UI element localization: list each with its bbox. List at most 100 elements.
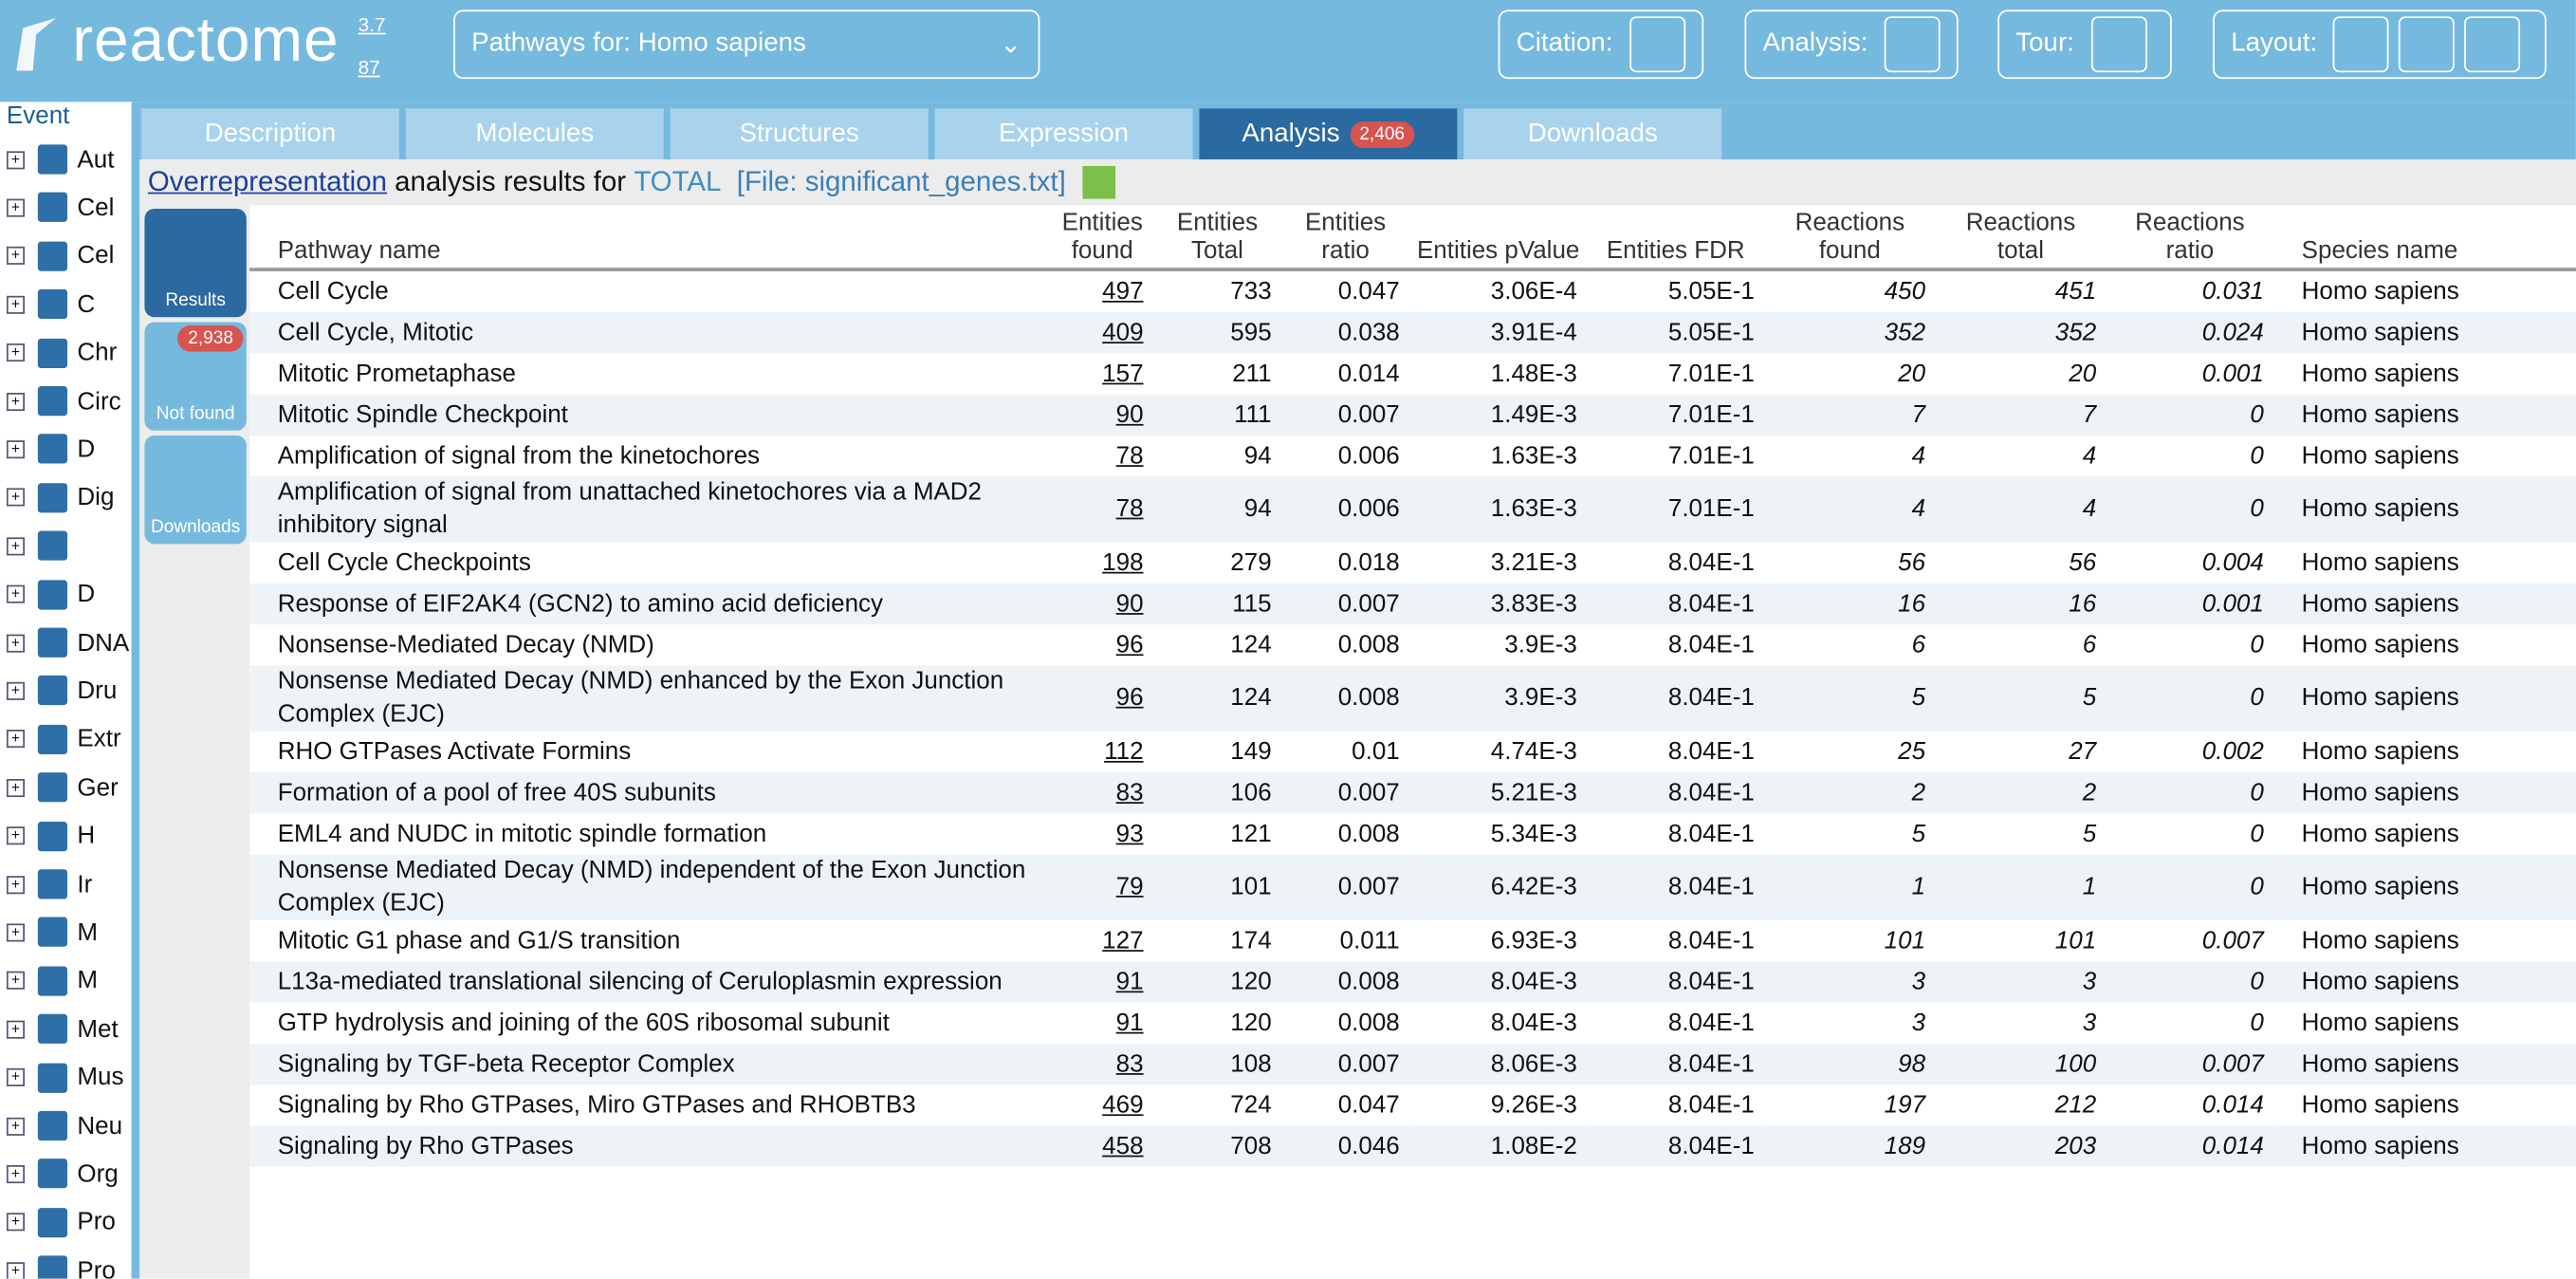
layout-icon[interactable] — [2399, 16, 2456, 73]
tree-item[interactable]: + D — [6, 579, 95, 609]
table-row[interactable]: Cell Cycle Checkpoints 198 279 0.018 3.21E-3… — [249, 543, 2576, 584]
column-header[interactable]: Reactions ratio — [2106, 205, 2274, 271]
expand-toggle[interactable]: + — [6, 343, 25, 362]
tree-item[interactable]: + H — [6, 821, 95, 851]
table-cell[interactable]: 93 — [1115, 819, 1144, 847]
expand-toggle[interactable]: + — [6, 1068, 25, 1087]
analysis-button[interactable]: Analysis: — [1744, 9, 1959, 80]
table-cell[interactable]: 91 — [1115, 1008, 1144, 1037]
expand-toggle[interactable]: + — [6, 1213, 25, 1232]
table-row[interactable]: Response of EIF2AK4 (GCN2) to amino acid… — [249, 583, 2576, 625]
side-button[interactable]: Downloads — [144, 436, 247, 545]
table-cell[interactable]: 78 — [1115, 441, 1144, 470]
table-row[interactable]: EML4 and NUDC in mitotic spindle formati… — [249, 813, 2576, 854]
table-cell[interactable]: 96 — [1115, 630, 1144, 658]
table-row[interactable]: Signaling by TGF-beta Receptor Complex 83… — [249, 1043, 2576, 1085]
citation-button[interactable]: Citation: — [1498, 9, 1704, 80]
table-row[interactable]: Signaling by Rho GTPases, Miro GTPases a… — [249, 1084, 2576, 1125]
expand-toggle[interactable]: + — [6, 826, 25, 845]
tab[interactable]: Description — [140, 108, 399, 160]
tree-item[interactable]: + — [6, 530, 77, 561]
table-cell[interactable]: 83 — [1051, 1043, 1153, 1085]
tree-item[interactable]: + Pro — [6, 1207, 116, 1237]
tab[interactable]: Molecules — [405, 108, 664, 160]
table-cell[interactable]: 90 — [1051, 583, 1153, 625]
tree-item[interactable]: + Ir — [6, 869, 92, 899]
logo[interactable]: reactome — [7, 7, 340, 77]
tree-item[interactable]: + Cel — [6, 193, 114, 223]
expand-toggle[interactable]: + — [6, 923, 25, 942]
expand-toggle[interactable]: + — [6, 778, 25, 797]
tree-item[interactable]: + Chr — [6, 338, 117, 368]
table-cell[interactable]: 90 — [1051, 394, 1153, 436]
tree-item[interactable]: + Org — [6, 1159, 119, 1189]
file-icon[interactable] — [1082, 165, 1115, 199]
tree-item[interactable]: + Pro — [6, 1255, 116, 1279]
expand-toggle[interactable]: + — [6, 633, 25, 652]
tree-item[interactable]: + Dig — [6, 482, 114, 513]
expand-toggle[interactable]: + — [6, 1164, 25, 1183]
count[interactable]: 87 — [358, 55, 380, 80]
expand-toggle[interactable]: + — [6, 150, 25, 169]
table-cell[interactable]: 458 — [1051, 1125, 1153, 1167]
side-button[interactable]: Not found 2,938 — [144, 322, 247, 431]
table-row[interactable]: Cell Cycle, Mitotic 409 595 0.038 3.91E-4 5.0… — [249, 312, 2576, 354]
layout-icon[interactable] — [2333, 16, 2390, 73]
tab[interactable]: Expression — [934, 108, 1193, 160]
tree-item[interactable]: + Met — [6, 1014, 119, 1045]
table-cell[interactable]: 79 — [1051, 854, 1153, 920]
side-button[interactable]: Results — [144, 208, 247, 318]
expand-toggle[interactable]: + — [6, 392, 25, 411]
table-cell[interactable]: 127 — [1102, 926, 1144, 955]
expand-toggle[interactable]: + — [6, 1261, 25, 1279]
table-row[interactable]: Signaling by Rho GTPases 458 708 0.046 1.08E… — [249, 1125, 2576, 1167]
expand-toggle[interactable]: + — [6, 440, 25, 459]
expand-toggle[interactable]: + — [6, 488, 25, 508]
expand-toggle[interactable]: + — [6, 536, 25, 555]
column-header[interactable]: Reactions total — [1935, 205, 2107, 271]
version[interactable]: 3.7 — [358, 12, 386, 37]
table-row[interactable]: Nonsense-Mediated Decay (NMD) 96 124 0.008 3… — [249, 624, 2576, 665]
column-header[interactable]: Species name — [2273, 205, 2576, 271]
tree-item[interactable]: + Circ — [6, 386, 121, 417]
tree-item[interactable]: + DNA — [6, 627, 129, 658]
tree-item[interactable]: + Extr — [6, 724, 121, 754]
table-cell[interactable]: 157 — [1102, 359, 1144, 387]
table-cell[interactable]: 409 — [1051, 312, 1153, 354]
column-header[interactable]: Entities FDR — [1587, 205, 1765, 271]
expand-toggle[interactable]: + — [6, 295, 25, 314]
expand-toggle[interactable]: + — [6, 247, 25, 266]
tree-item[interactable]: + Neu — [6, 1110, 122, 1141]
tree-item[interactable]: + D — [6, 434, 95, 465]
tree-item[interactable]: + Ger — [6, 772, 119, 803]
table-row[interactable]: Nonsense Mediated Decay (NMD) independen… — [249, 854, 2576, 920]
column-header[interactable]: Reactions found — [1764, 205, 1936, 271]
expand-toggle[interactable]: + — [6, 1020, 25, 1039]
table-row[interactable]: Amplification of signal from the kinetoc… — [249, 436, 2576, 476]
expand-toggle[interactable]: + — [6, 730, 25, 749]
table-row[interactable]: Mitotic Spindle Checkpoint 90 111 0.007 1.49… — [249, 394, 2576, 436]
expand-toggle[interactable]: + — [6, 875, 25, 894]
table-row[interactable]: Cell Cycle 497 733 0.047 3.06E-4 5.05E-1 450 45… — [249, 269, 2576, 312]
expand-toggle[interactable]: + — [6, 1116, 25, 1136]
layout-buttons[interactable]: Layout: — [2213, 9, 2547, 80]
expand-toggle[interactable]: + — [6, 584, 25, 603]
table-cell[interactable]: 83 — [1051, 772, 1153, 814]
column-header[interactable]: Entities pValue — [1409, 205, 1588, 271]
tree-item[interactable]: + Mus — [6, 1062, 124, 1093]
tree-item[interactable]: + M — [6, 918, 98, 948]
method-link[interactable]: Overrepresentation — [147, 165, 387, 197]
expand-toggle[interactable]: + — [6, 972, 25, 991]
table-row[interactable]: Mitotic Prometaphase 157 211 0.014 1.48E-3 7.… — [249, 353, 2576, 394]
table-row[interactable]: RHO GTPases Activate Formins 112 149 0.01 4.… — [249, 732, 2576, 772]
tab[interactable]: Structures — [670, 108, 929, 160]
column-header[interactable]: Pathway name — [249, 205, 1052, 271]
tab[interactable]: Downloads — [1463, 108, 1722, 160]
table-cell[interactable]: 469 — [1102, 1090, 1144, 1119]
tour-button[interactable]: Tour: — [1997, 9, 2172, 80]
table-cell[interactable]: 91 — [1051, 961, 1153, 1003]
table-cell[interactable]: 497 — [1102, 276, 1144, 306]
tree-item[interactable]: + Dru — [6, 676, 117, 706]
table-cell[interactable]: 112 — [1104, 736, 1144, 766]
tree-item[interactable]: + Cel — [6, 241, 114, 271]
